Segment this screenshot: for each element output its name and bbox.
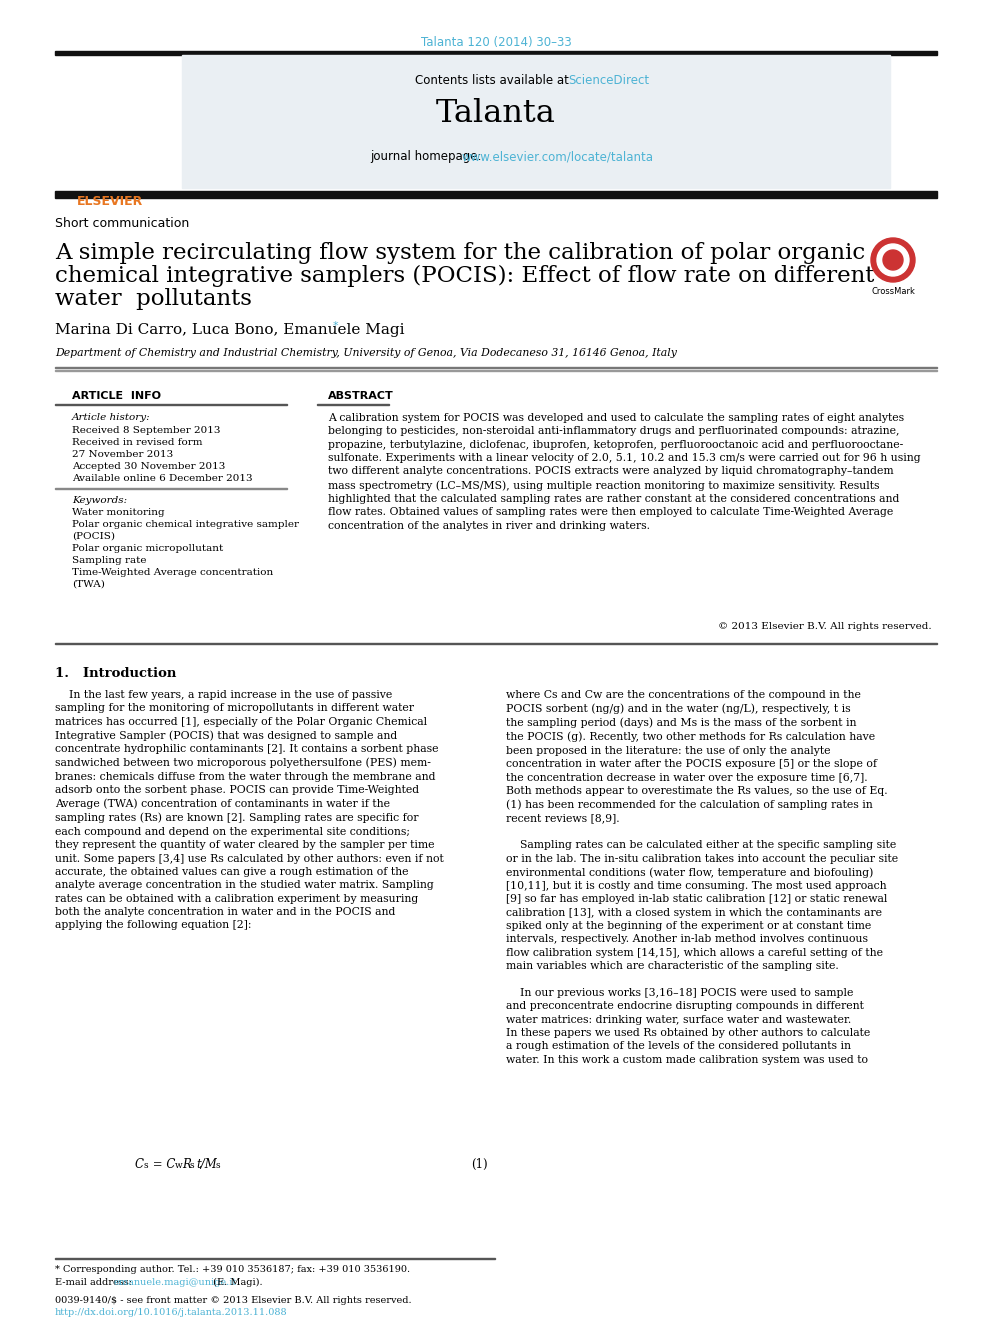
Text: © 2013 Elsevier B.V. All rights reserved.: © 2013 Elsevier B.V. All rights reserved… xyxy=(718,622,932,631)
Text: Polar organic micropollutant: Polar organic micropollutant xyxy=(72,544,223,553)
Text: Keywords:: Keywords: xyxy=(72,496,127,505)
Text: Article history:: Article history: xyxy=(72,413,151,422)
Text: ARTICLE  INFO: ARTICLE INFO xyxy=(72,392,161,401)
Text: t/M: t/M xyxy=(196,1158,216,1171)
Text: (TWA): (TWA) xyxy=(72,579,105,589)
Text: (POCIS): (POCIS) xyxy=(72,532,115,541)
Text: journal homepage:: journal homepage: xyxy=(370,149,485,163)
Text: water  pollutants: water pollutants xyxy=(55,288,252,310)
Text: R: R xyxy=(182,1158,190,1171)
Circle shape xyxy=(877,243,909,277)
Text: w: w xyxy=(175,1162,183,1170)
Text: C: C xyxy=(135,1158,144,1171)
Text: A calibration system for POCIS was developed and used to calculate the sampling : A calibration system for POCIS was devel… xyxy=(328,413,921,531)
Text: E-mail address:: E-mail address: xyxy=(55,1278,135,1287)
Text: www.elsevier.com/locate/talanta: www.elsevier.com/locate/talanta xyxy=(462,149,654,163)
Bar xyxy=(55,191,937,198)
Text: Available online 6 December 2013: Available online 6 December 2013 xyxy=(72,474,253,483)
Text: Marina Di Carro, Luca Bono, Emanuele Magi: Marina Di Carro, Luca Bono, Emanuele Mag… xyxy=(55,323,405,337)
Text: Sampling rate: Sampling rate xyxy=(72,556,147,565)
Text: In the last few years, a rapid increase in the use of passive
sampling for the m: In the last few years, a rapid increase … xyxy=(55,691,443,930)
Text: (1): (1) xyxy=(471,1158,488,1171)
Text: where Cs and Cw are the concentrations of the compound in the
POCIS sorbent (ng/: where Cs and Cw are the concentrations o… xyxy=(506,691,898,1065)
Text: 27 November 2013: 27 November 2013 xyxy=(72,450,174,459)
Text: chemical integrative samplers (POCIS): Effect of flow rate on different: chemical integrative samplers (POCIS): E… xyxy=(55,265,874,287)
Text: (E. Magi).: (E. Magi). xyxy=(210,1278,263,1287)
Text: Water monitoring: Water monitoring xyxy=(72,508,165,517)
Text: Contents lists available at: Contents lists available at xyxy=(415,74,572,87)
Text: Accepted 30 November 2013: Accepted 30 November 2013 xyxy=(72,462,225,471)
Text: Talanta 120 (2014) 30–33: Talanta 120 (2014) 30–33 xyxy=(421,36,571,49)
Text: ScienceDirect: ScienceDirect xyxy=(568,74,649,87)
Text: Received in revised form: Received in revised form xyxy=(72,438,202,447)
Text: 0039-9140/$ - see front matter © 2013 Elsevier B.V. All rights reserved.: 0039-9140/$ - see front matter © 2013 El… xyxy=(55,1297,412,1304)
Text: http://dx.doi.org/10.1016/j.talanta.2013.11.088: http://dx.doi.org/10.1016/j.talanta.2013… xyxy=(55,1308,288,1316)
Text: A simple recirculating flow system for the calibration of polar organic: A simple recirculating flow system for t… xyxy=(55,242,865,265)
Bar xyxy=(55,52,937,56)
Text: Received 8 September 2013: Received 8 September 2013 xyxy=(72,426,220,435)
Text: CrossMark: CrossMark xyxy=(871,287,915,296)
Text: Department of Chemistry and Industrial Chemistry, University of Genoa, Via Dodec: Department of Chemistry and Industrial C… xyxy=(55,348,677,359)
Text: = C: = C xyxy=(149,1158,176,1171)
Text: s: s xyxy=(190,1162,194,1170)
Text: * Corresponding author. Tel.: +39 010 3536187; fax: +39 010 3536190.: * Corresponding author. Tel.: +39 010 35… xyxy=(55,1265,410,1274)
Text: emanuele.magi@unige.it: emanuele.magi@unige.it xyxy=(113,1278,236,1287)
Text: s: s xyxy=(215,1162,219,1170)
Circle shape xyxy=(883,250,903,270)
Text: Short communication: Short communication xyxy=(55,217,189,230)
Text: Time-Weighted Average concentration: Time-Weighted Average concentration xyxy=(72,568,273,577)
Text: *: * xyxy=(333,321,338,331)
Text: 1.   Introduction: 1. Introduction xyxy=(55,667,177,680)
Text: ABSTRACT: ABSTRACT xyxy=(328,392,394,401)
Circle shape xyxy=(871,238,915,282)
Text: ELSEVIER: ELSEVIER xyxy=(76,194,143,208)
Text: Polar organic chemical integrative sampler: Polar organic chemical integrative sampl… xyxy=(72,520,299,529)
Text: s: s xyxy=(143,1162,148,1170)
Text: Talanta: Talanta xyxy=(436,98,556,130)
Bar xyxy=(182,56,890,188)
